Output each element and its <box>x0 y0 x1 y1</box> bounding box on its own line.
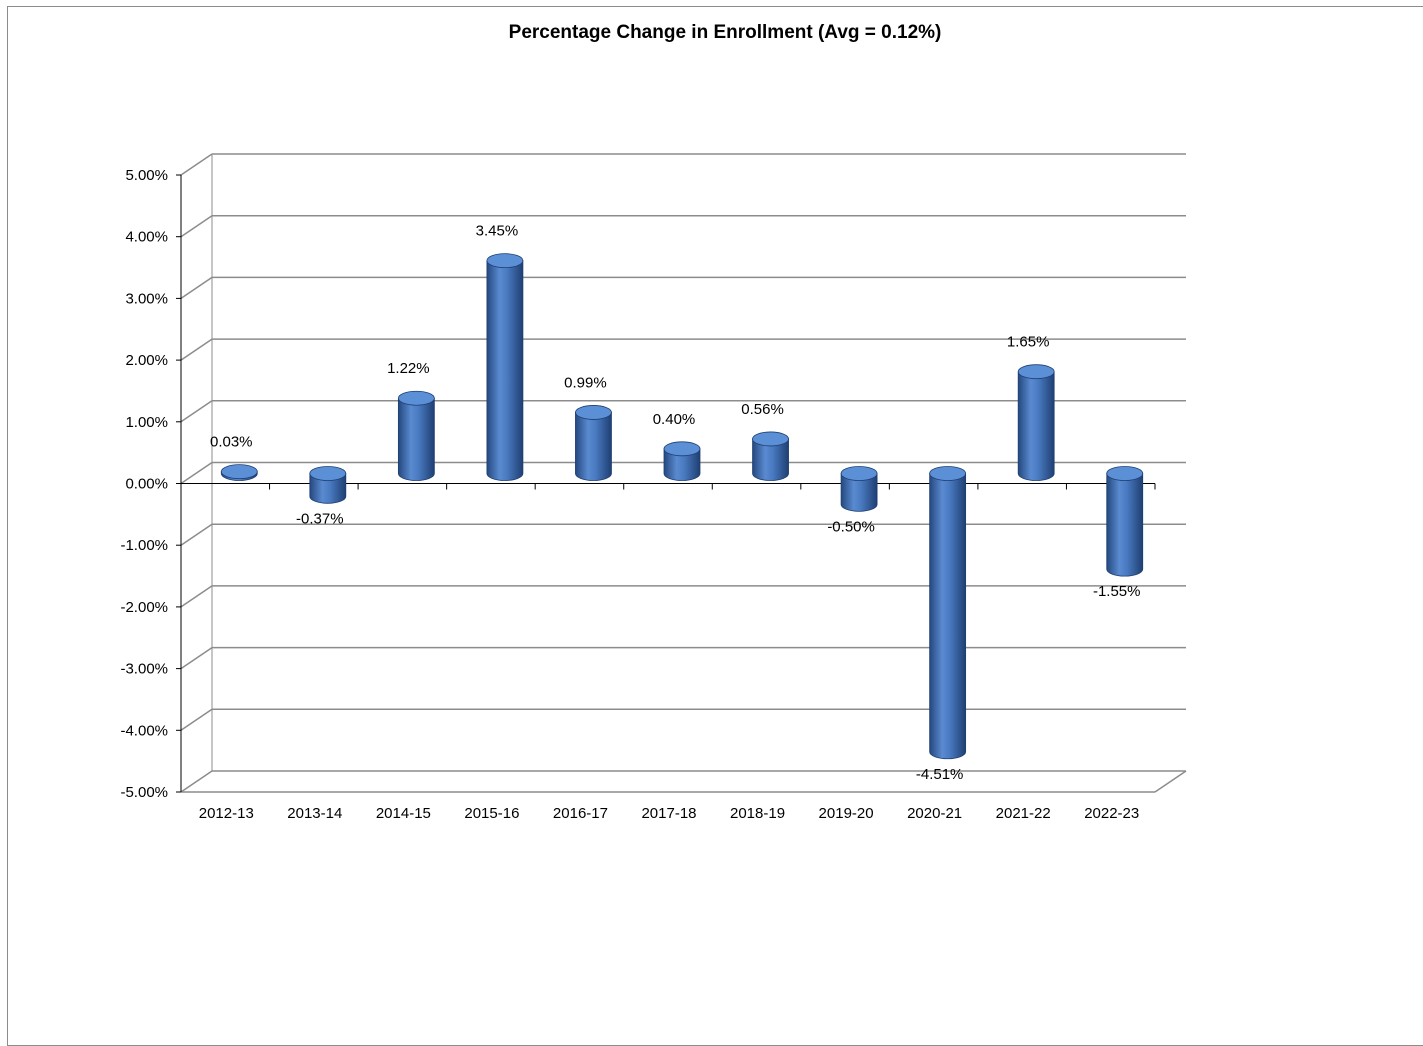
bar-cap <box>929 466 967 481</box>
data-label: 0.40% <box>653 411 696 428</box>
bar-cap <box>575 405 612 420</box>
bar-body <box>1106 473 1144 577</box>
side-gridline <box>180 708 213 731</box>
bar-cap <box>486 253 524 269</box>
x-tick-label: 2015-16 <box>464 805 519 822</box>
chart-title: Percentage Change in Enrollment (Avg = 0… <box>508 22 942 43</box>
side-gridline <box>180 338 213 361</box>
data-label: -4.51% <box>916 766 964 783</box>
data-label: 1.22% <box>387 360 430 377</box>
bar-body <box>840 473 878 512</box>
bar-body <box>1017 371 1055 481</box>
bar-body <box>309 473 347 504</box>
x-tick-label: 2018-19 <box>730 805 785 822</box>
data-label: 0.99% <box>564 374 607 391</box>
bar-body <box>397 397 435 481</box>
bar <box>220 464 258 481</box>
bar <box>663 441 701 481</box>
side-gridline <box>180 400 213 423</box>
bar <box>1017 364 1055 481</box>
bar-cap <box>840 466 878 481</box>
y-tick-label: -4.00% <box>120 722 168 739</box>
bar-cap <box>309 466 347 481</box>
bar-cap <box>663 441 701 457</box>
bar <box>929 466 967 760</box>
side-gridline <box>180 276 213 300</box>
x-tick-label: 2021-22 <box>996 805 1051 822</box>
bar <box>486 253 524 481</box>
data-label: 0.56% <box>741 401 784 418</box>
side-gridline <box>180 153 213 176</box>
side-gridline <box>180 770 213 793</box>
y-tick-label: -1.00% <box>120 537 168 554</box>
bar-body <box>486 260 524 481</box>
data-label: -0.37% <box>296 510 344 527</box>
data-label: 0.03% <box>210 434 253 451</box>
bar-body <box>752 438 789 481</box>
side-gridline <box>180 461 213 485</box>
x-tick-label: 2020-21 <box>907 805 962 822</box>
side-gridline <box>180 646 213 670</box>
y-tick-label: 0.00% <box>125 476 168 493</box>
y-tick-label: 4.00% <box>125 229 168 246</box>
x-tick-label: 2013-14 <box>287 805 342 822</box>
y-tick-label: 5.00% <box>125 167 168 184</box>
x-tick-label: 2014-15 <box>376 805 431 822</box>
x-tick-label: 2022-23 <box>1084 805 1139 822</box>
data-label: 1.65% <box>1007 334 1050 351</box>
x-tick-label: 2012-13 <box>199 805 254 822</box>
y-tick-label: -2.00% <box>120 599 168 616</box>
side-gridline <box>180 523 213 546</box>
y-tick-label: 1.00% <box>125 414 168 431</box>
x-tick-label: 2017-18 <box>641 805 696 822</box>
bar <box>309 466 347 504</box>
x-tick-label: 2016-17 <box>553 805 608 822</box>
x-tick-label: 2019-20 <box>819 805 874 822</box>
bar <box>397 390 435 481</box>
y-tick-label: -5.00% <box>120 784 168 801</box>
y-tick-label: 2.00% <box>125 352 168 369</box>
bar <box>575 405 612 481</box>
bar-cap <box>752 431 789 447</box>
bar-cap <box>220 464 258 480</box>
side-gridline <box>180 585 213 608</box>
bar-body <box>929 473 967 760</box>
bar-body <box>663 448 701 481</box>
y-tick-label: -3.00% <box>120 661 168 678</box>
bar <box>1106 466 1144 577</box>
bar-cap <box>397 390 435 406</box>
bar <box>752 431 789 481</box>
data-label: -0.50% <box>827 518 875 535</box>
floor-side-edge <box>1154 770 1187 793</box>
data-label: 3.45% <box>476 223 519 240</box>
bar-cap <box>1106 466 1144 481</box>
bar <box>840 466 878 512</box>
side-gridline <box>180 215 213 238</box>
chart-frame <box>7 6 1423 1046</box>
bar-cap <box>1017 364 1055 380</box>
y-tick-label: 3.00% <box>125 290 168 307</box>
bar-body <box>575 412 612 481</box>
data-label: -1.55% <box>1093 583 1141 600</box>
